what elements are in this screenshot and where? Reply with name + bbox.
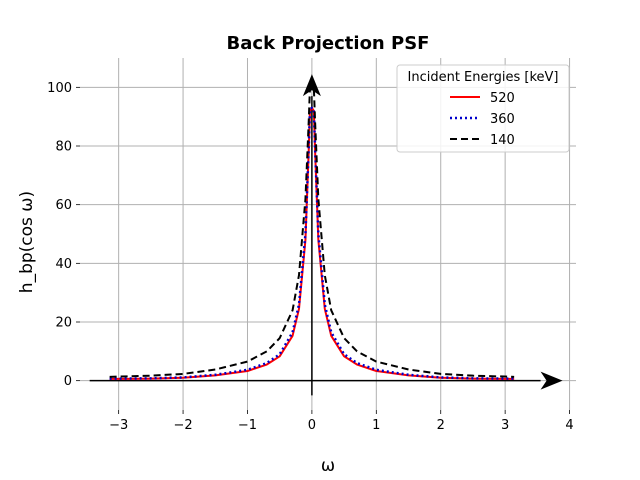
chart-title: Back Projection PSF bbox=[227, 33, 430, 54]
y-tick-label: 40 bbox=[55, 257, 72, 272]
x-axis-label: ω bbox=[321, 456, 335, 476]
legend: Incident Energies [keV] 520 360 140 bbox=[396, 64, 570, 153]
y-tick-label: 20 bbox=[55, 316, 72, 331]
x-tick-label: 0 bbox=[308, 418, 316, 433]
x-tick-label: −2 bbox=[173, 418, 192, 433]
x-tick-label: −1 bbox=[238, 418, 257, 433]
legend-title: Incident Energies [keV] bbox=[408, 70, 559, 85]
x-tick-label: −3 bbox=[109, 418, 128, 433]
legend-label-140: 140 bbox=[490, 133, 515, 148]
x-axis-arrowhead bbox=[540, 371, 563, 390]
series-line-140 bbox=[109, 86, 515, 378]
x-tick-label: 2 bbox=[437, 418, 445, 433]
legend-label-520: 520 bbox=[490, 91, 515, 106]
x-tick-label: 3 bbox=[501, 418, 509, 433]
y-tick-label: 80 bbox=[55, 140, 72, 155]
legend-box bbox=[396, 64, 570, 153]
axes bbox=[89, 74, 563, 396]
series-line-360 bbox=[109, 106, 515, 380]
series-lines bbox=[109, 86, 515, 380]
y-tick-label: 60 bbox=[55, 198, 72, 213]
y-axis-arrowhead bbox=[302, 74, 321, 97]
legend-label-360: 360 bbox=[490, 112, 515, 127]
y-tick-label: 100 bbox=[47, 81, 72, 96]
y-axis-label: h_bp(cos ω) bbox=[17, 191, 37, 293]
y-tick-label: 0 bbox=[64, 374, 72, 389]
x-tick-label: 4 bbox=[565, 418, 573, 433]
x-tick-label: 1 bbox=[372, 418, 380, 433]
